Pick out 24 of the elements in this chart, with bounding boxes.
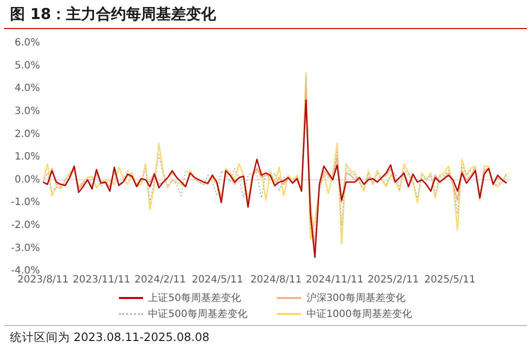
legend-label: 中证500每周基差变化 [148, 308, 248, 321]
y-tick-label: -1.0% [11, 197, 40, 208]
legend-label: 中证1000每周基差变化 [306, 308, 412, 321]
y-tick-label: 0.0% [14, 174, 40, 186]
x-tick-label: 2024/5/11 [192, 274, 244, 286]
y-tick-label: 6.0% [14, 38, 40, 49]
legend-label: 上证50每周基差变化 [148, 292, 241, 305]
x-tick-label: 2024/11/11 [306, 274, 364, 286]
legend-label: 沪深300每周基差变化 [306, 292, 406, 305]
x-tick-label: 2024/2/11 [134, 274, 186, 286]
chart-title: 图 18：主力合约每周基差变化 [4, 0, 527, 29]
y-tick-label: 5.0% [14, 60, 40, 72]
y-tick-label: 4.0% [14, 83, 40, 94]
text: 统计区间为 2023.08.11-2025.08.08 [4, 325, 527, 349]
x-tick-label: 2025/5/11 [424, 274, 476, 286]
y-tick-label: -2.0% [11, 220, 40, 231]
x-tick-label: 2023/11/11 [72, 274, 130, 286]
x-tick-label: 2023/8/11 [17, 274, 69, 286]
y-tick-label: -3.0% [11, 242, 40, 254]
y-tick-label: 1.0% [14, 152, 40, 163]
y-tick-label: 2.0% [14, 128, 40, 140]
x-tick-label: 2025/2/11 [368, 274, 419, 286]
y-tick-label: 3.0% [14, 106, 40, 117]
x-tick-label: 2024/8/11 [250, 274, 302, 286]
